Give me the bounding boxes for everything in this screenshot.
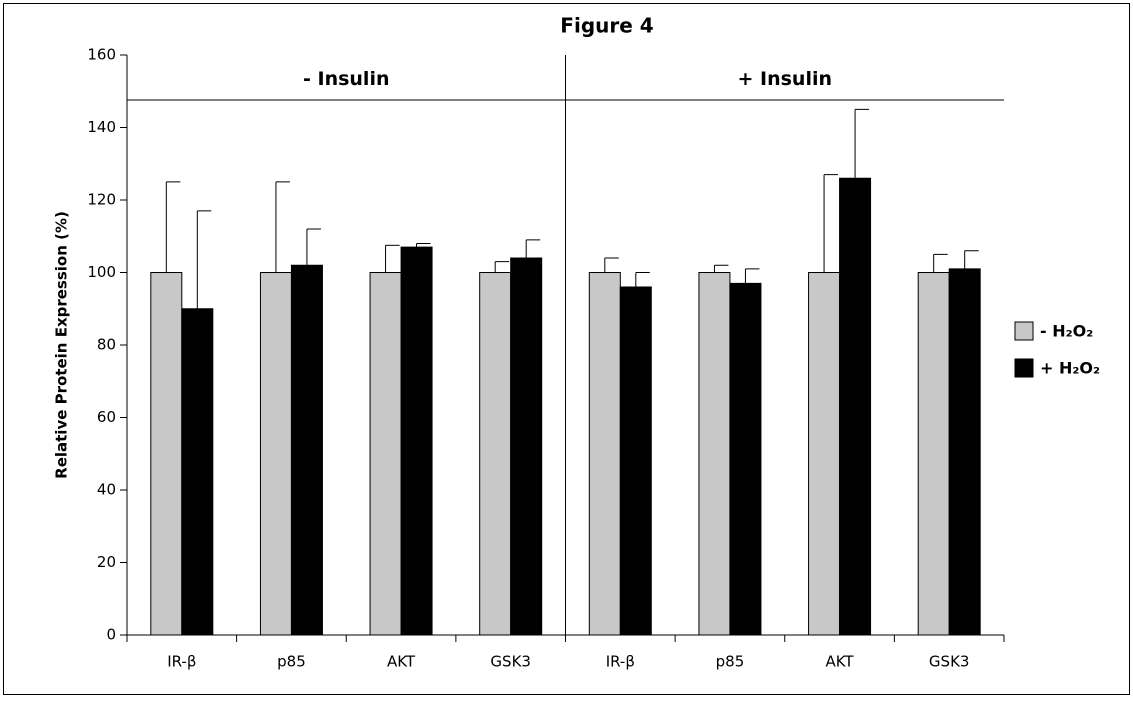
error-bar <box>275 181 290 273</box>
x-tick-label: p85 <box>716 653 745 671</box>
x-tick-label: GSK3 <box>929 653 970 671</box>
error-bar <box>823 174 839 273</box>
bar <box>400 246 433 636</box>
bar <box>619 286 652 636</box>
bar <box>698 272 731 636</box>
error-bar <box>494 261 510 273</box>
bar <box>479 272 512 636</box>
y-tick-label: 60 <box>97 408 116 426</box>
y-tick-label: 100 <box>87 263 116 281</box>
bar <box>150 272 183 636</box>
bar <box>588 272 621 636</box>
bar <box>839 177 872 636</box>
bar <box>948 268 981 636</box>
error-bar <box>854 108 870 179</box>
y-axis-label: Relative Protein Expression (%) <box>53 211 71 479</box>
error-bar <box>165 181 181 273</box>
bar <box>917 272 950 636</box>
bar <box>259 272 292 636</box>
x-tick-label: AKT <box>826 653 855 671</box>
error-bar <box>196 210 212 309</box>
y-tick-label: 80 <box>97 336 116 354</box>
y-tick-label: 20 <box>97 553 116 571</box>
legend-swatch <box>1014 321 1034 341</box>
bar <box>729 282 762 636</box>
error-bar <box>416 243 431 248</box>
error-bar <box>964 250 979 269</box>
y-tick-label: 40 <box>97 481 116 499</box>
bar <box>181 308 214 636</box>
error-bar <box>385 244 400 273</box>
legend-label: - H₂O₂ <box>1040 322 1093 341</box>
error-bar <box>604 257 619 273</box>
error-bar <box>306 228 321 266</box>
x-tick-label: IR-β <box>167 653 196 671</box>
bar <box>369 272 402 636</box>
error-bar <box>713 264 729 273</box>
y-tick-label: 120 <box>87 191 116 209</box>
bar <box>808 272 841 636</box>
x-tick-label: IR-β <box>606 653 635 671</box>
x-tick-label: GSK3 <box>490 653 531 671</box>
legend-swatch <box>1014 358 1034 378</box>
y-tick-label: 140 <box>87 118 116 136</box>
legend-label: + H₂O₂ <box>1040 359 1100 378</box>
group-label: - Insulin <box>303 68 389 90</box>
error-bar <box>525 239 541 258</box>
chart-title: Figure 4 <box>560 14 653 38</box>
error-bar <box>933 253 948 273</box>
y-tick-label: 0 <box>106 626 116 644</box>
x-tick-label: p85 <box>277 653 306 671</box>
error-bar <box>744 268 760 284</box>
error-bar <box>635 272 650 287</box>
bar <box>290 264 323 636</box>
group-label: + Insulin <box>737 68 832 90</box>
bar <box>510 257 543 636</box>
y-tick-label: 160 <box>87 46 116 64</box>
x-tick-label: AKT <box>387 653 416 671</box>
